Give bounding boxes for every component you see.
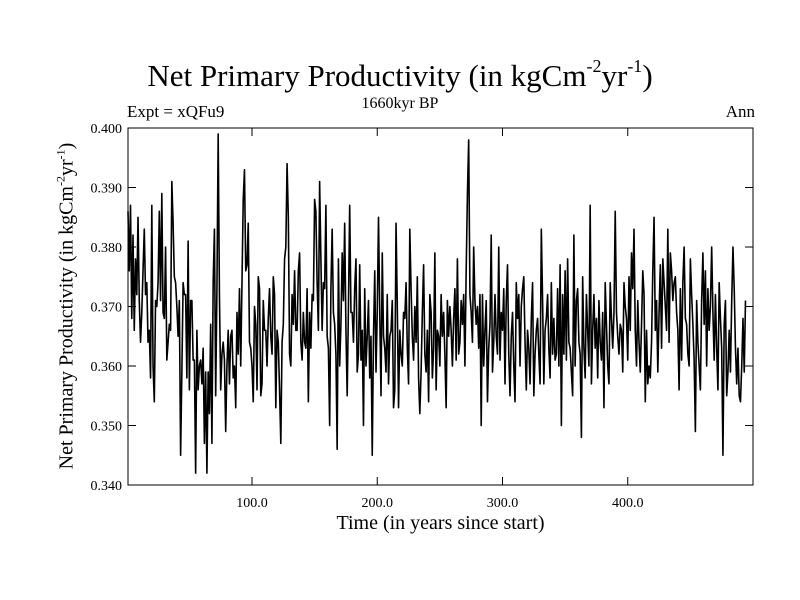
x-tick-label: 300.0 xyxy=(487,496,519,511)
y-tick-label: 0.390 xyxy=(91,182,123,197)
y-tick-label: 0.370 xyxy=(91,301,123,316)
y-tick-label: 0.340 xyxy=(91,479,123,494)
x-axis-label: Time (in years since start) xyxy=(336,512,545,534)
y-axis-label: Net Primary Productivity (in kgCm-2yr-1) xyxy=(53,142,78,470)
series-line-npp xyxy=(127,133,747,474)
x-tick-label: 400.0 xyxy=(612,496,644,511)
x-axis: 100.0 200.0 300.0 400.0 xyxy=(236,128,643,511)
y-tick-label: 0.360 xyxy=(91,360,123,375)
y-tick-label: 0.400 xyxy=(91,122,123,137)
y-axis: 0.340 0.350 0.360 0.370 0.380 0.390 0.400 xyxy=(91,122,753,494)
chart-title: Net Primary Productivity (in kgCm-2yr-1) xyxy=(147,56,653,93)
x-tick-label: 100.0 xyxy=(236,496,268,511)
y-tick-label: 0.380 xyxy=(91,241,123,256)
season-label: Ann xyxy=(725,102,755,121)
x-tick-label: 200.0 xyxy=(361,496,393,511)
experiment-label: Expt = xQFu9 xyxy=(127,102,225,121)
plot-area xyxy=(127,127,754,486)
chart-subtitle: 1660kyr BP xyxy=(361,95,439,112)
y-tick-label: 0.350 xyxy=(91,420,123,435)
